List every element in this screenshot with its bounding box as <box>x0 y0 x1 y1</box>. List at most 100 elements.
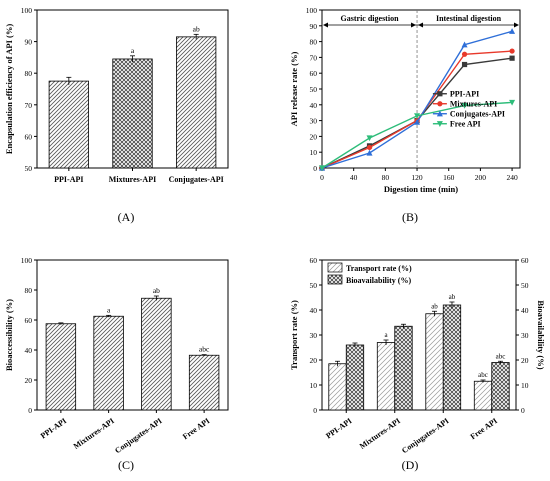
panel-d-ytick-label: 60 <box>310 256 318 265</box>
panel-b-legend-label: Mixtures-API <box>450 100 497 109</box>
panel-b-data-point <box>509 99 516 106</box>
panel-b-xtick-label: 160 <box>443 173 455 182</box>
panel-b-xtick-label: 200 <box>475 173 487 182</box>
panel-d-ytick-label-right: 60 <box>521 256 529 265</box>
panel-a-sig-label: ab <box>193 24 200 33</box>
panel-b-xtick-label: 80 <box>382 173 390 182</box>
panel-b-xtick-label: 240 <box>506 173 518 182</box>
panel-a: 50 60 70 80 90 100 Encapsulation efficiency of… <box>4 6 229 224</box>
panel-a-ytick-label: 80 <box>25 69 33 78</box>
panel-b-phase-label: Intestinal digestion <box>436 14 502 23</box>
panel-b-ytick-label: 60 <box>310 69 318 78</box>
panel-b-data-point <box>366 149 373 156</box>
panel-d-ytick-label-right: 40 <box>521 306 529 315</box>
panel-d-xtick-label: Mixtures-API <box>358 416 402 451</box>
panel-d-bar <box>345 344 365 411</box>
panel-c-xtick-label: PPI-API <box>39 416 68 440</box>
panel-b-data-point <box>366 144 373 151</box>
panel-c: 0 20 40 60 80 100 Bioaccessibility (%) PPI-API a… <box>4 256 229 472</box>
panel-d-ytick-label-right: 0 <box>521 406 525 415</box>
panel-d-legend-swatch <box>327 274 343 285</box>
panel-d-xtick-label: Conjugates-API <box>400 416 450 455</box>
panel-d-ylabel: Transport rate (%) <box>289 300 299 370</box>
panel-b-data-point <box>509 55 515 61</box>
panel-d-ytick-label: 50 <box>310 281 318 290</box>
panel-b-phase-arrowhead-right <box>514 22 519 28</box>
panel-b-xtick-label: 40 <box>350 173 358 182</box>
panel-a-ytick-label: 100 <box>21 6 33 15</box>
panel-a-bar <box>112 58 153 169</box>
panel-d-panel-label: (D) <box>402 458 419 472</box>
panel-a-bar <box>176 36 217 169</box>
panel-d-legend-label: Bioavailability (%) <box>346 276 411 285</box>
panel-b-data-point <box>461 61 468 68</box>
panel-b-data-point <box>509 48 515 54</box>
panel-d-bar <box>473 380 493 411</box>
panel-a-ytick-label: 90 <box>25 38 33 47</box>
panel-c-xtick-label: Free API <box>181 416 211 441</box>
panel-c-xtick-label: Conjugates-API <box>113 416 163 455</box>
panel-b-legend-marker <box>437 91 443 97</box>
panel-b-legend-marker <box>436 121 443 127</box>
panel-a-bar <box>48 80 89 169</box>
panel-b-legend-marker <box>437 101 443 107</box>
panel-d-ytick-label: 10 <box>310 381 318 390</box>
panel-a-sig-label: a <box>131 46 135 55</box>
panel-d: 0 10 20 30 40 50 60 0 10 20 30 40 50 60 Transport rate… <box>289 256 546 472</box>
panel-c-bar <box>45 323 77 411</box>
panel-d-sig-label: ab <box>449 293 456 301</box>
panel-d-sig-label: abc <box>496 352 506 360</box>
panel-d-ytick-label-right: 10 <box>521 381 529 390</box>
panel-a-xtick-label: PPI-API <box>54 175 83 184</box>
panel-a-ylabel: Encapsulation efficiency of API (%) <box>4 24 14 154</box>
panel-b-xtick-label: 120 <box>411 173 423 182</box>
panel-b-ytick-label: 30 <box>310 117 318 126</box>
panel-c-ytick-label: 40 <box>25 346 33 355</box>
panel-d-legend-swatch <box>327 262 343 273</box>
panel-c-xtick-label: Mixtures-API <box>72 416 116 451</box>
panel-b-series <box>319 99 516 172</box>
panel-c-panel-label: (C) <box>118 458 134 472</box>
panel-b-data-point <box>509 28 516 34</box>
panel-c-ylabel: Bioaccessibility (%) <box>4 299 14 371</box>
panel-d-ytick-label: 0 <box>313 406 317 415</box>
panel-b-xlabel: Digestion time (min) <box>384 184 458 194</box>
panel-b-ytick-label: 10 <box>310 148 318 157</box>
panel-a-panel-label: (A) <box>118 210 135 224</box>
panel-b-ylabel: API release rate (%) <box>289 52 299 127</box>
panel-b-data-point <box>366 135 373 142</box>
panel-d-ytick-label: 20 <box>310 356 318 365</box>
panel-d-sig-label: abc <box>478 371 488 379</box>
panel-b-ytick-label: 0 <box>313 164 317 173</box>
panel-b-phase-label: Gastric digestion <box>341 14 400 23</box>
panel-b-data-point <box>461 102 468 109</box>
panel-c-sig-label: a <box>107 305 111 314</box>
panel-c-plot-frame <box>36 259 229 411</box>
panel-b-phase-arrowhead-left <box>323 22 328 28</box>
panel-b-phase-arrowhead-mid-right <box>418 22 424 28</box>
panel-b-phase-arrowhead-mid-left <box>411 22 417 28</box>
panel-a-ytick-label: 70 <box>25 101 33 110</box>
panel-d-ytick-label: 40 <box>310 306 318 315</box>
panel-d-bar <box>394 325 413 411</box>
panel-b-plot-frame <box>321 9 521 169</box>
panel-b-ytick-label: 70 <box>310 53 318 62</box>
panel-d-bar <box>491 362 510 411</box>
panel-c-bar <box>188 354 220 411</box>
panel-d-ytick-label-right: 50 <box>521 281 529 290</box>
panel-b-ytick-label: 40 <box>310 101 318 110</box>
panel-b-ytick-label: 50 <box>310 85 318 94</box>
panel-a-ytick-label: 50 <box>25 164 33 173</box>
panel-d-xtick-label: Free API <box>469 416 499 441</box>
panel-b-ytick-label: 90 <box>310 22 318 31</box>
panel-c-sig-label: abc <box>199 345 210 354</box>
panel-b-ytick-label: 80 <box>310 38 318 47</box>
panel-b-data-point <box>319 165 325 172</box>
panel-b-series <box>319 28 516 171</box>
panel-c-sig-label: ab <box>153 286 160 295</box>
panel-d-bar <box>425 313 444 411</box>
panel-c-ytick-label: 20 <box>25 376 33 385</box>
panel-c-bar <box>93 315 124 411</box>
panel-d-sig-label: ab <box>431 302 438 310</box>
panel-b-legend-label: Conjugates-API <box>450 110 505 119</box>
